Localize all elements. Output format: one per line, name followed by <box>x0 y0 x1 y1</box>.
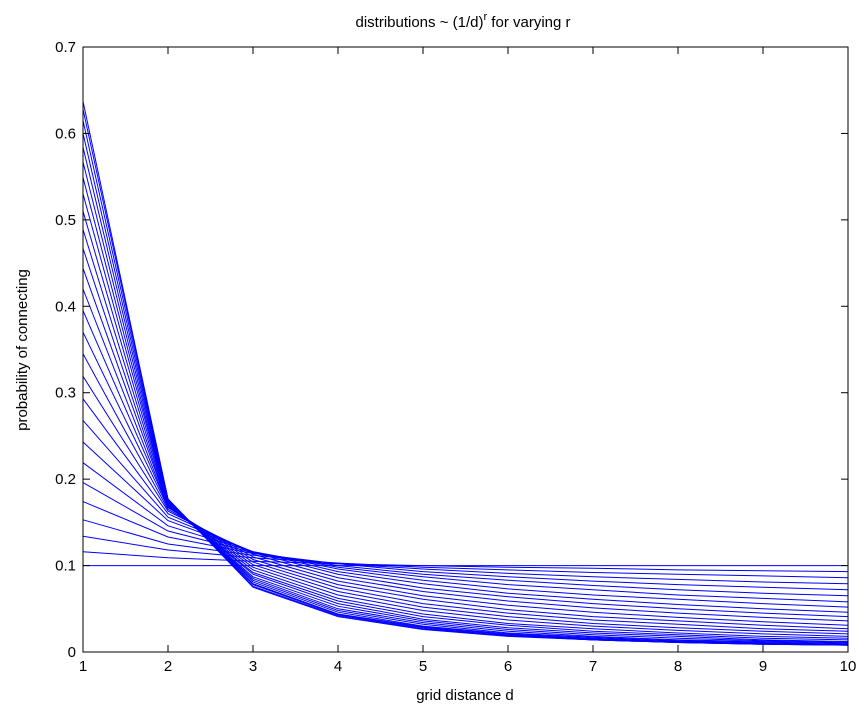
x-tick-label: 7 <box>589 658 597 675</box>
series-line-13 <box>82 331 849 630</box>
x-axis-label: grid distance d <box>416 687 514 704</box>
chart-title-superscript: r <box>483 11 487 23</box>
series-line-10 <box>82 398 849 618</box>
chart-title: distributions ~ (1/d)r for varying r <box>355 11 570 31</box>
y-tick-label: 0.2 <box>55 471 76 488</box>
series-line-22 <box>82 161 849 645</box>
axis-ticks: 1 2 3 4 5 6 7 8 9 10 0 0.1 0.2 0.3 0.4 0.5 0.6 0.7 <box>55 39 856 675</box>
series-line-18 <box>82 229 849 641</box>
series-line-2 <box>82 551 849 573</box>
y-tick-label: 0.3 <box>55 385 76 402</box>
chart-title-main: distributions ~ (1/d) <box>355 14 483 31</box>
x-tick-label: 1 <box>79 658 87 675</box>
x-tick-label: 8 <box>674 658 682 675</box>
y-tick-label: 0 <box>68 644 76 661</box>
series-line-14 <box>82 310 849 632</box>
series-line-17 <box>82 248 849 639</box>
series-line-5 <box>82 501 849 591</box>
series-line-26 <box>82 109 849 646</box>
chart-title-suffix: for varying r <box>487 14 570 31</box>
series-line-15 <box>82 288 849 635</box>
x-tick-label: 4 <box>334 658 342 675</box>
x-tick-label: 2 <box>164 658 172 675</box>
x-tick-label: 9 <box>759 658 767 675</box>
series-lines <box>82 101 849 646</box>
y-tick-label: 0.7 <box>55 39 76 56</box>
series-line-27 <box>82 101 849 646</box>
x-tick-label: 3 <box>249 658 257 675</box>
x-tick-label: 5 <box>419 658 427 675</box>
series-line-4 <box>82 519 849 585</box>
series-line-3 <box>82 535 849 579</box>
y-tick-label: 0.4 <box>55 298 76 315</box>
y-axis-label: probability of connecting <box>14 269 31 431</box>
series-line-9 <box>82 420 849 613</box>
y-tick-label: 0.6 <box>55 125 76 142</box>
series-line-21 <box>82 177 849 644</box>
series-line-16 <box>82 268 849 637</box>
series-line-8 <box>82 441 849 608</box>
y-tick-label: 0.1 <box>55 558 76 575</box>
plot-frame <box>82 46 849 653</box>
y-tick-label: 0.5 <box>55 212 76 229</box>
x-tick-label: 6 <box>504 658 512 675</box>
series-line-20 <box>82 193 849 643</box>
series-line-19 <box>82 211 849 643</box>
x-tick-label: 10 <box>840 658 857 675</box>
series-line-6 <box>82 482 849 597</box>
